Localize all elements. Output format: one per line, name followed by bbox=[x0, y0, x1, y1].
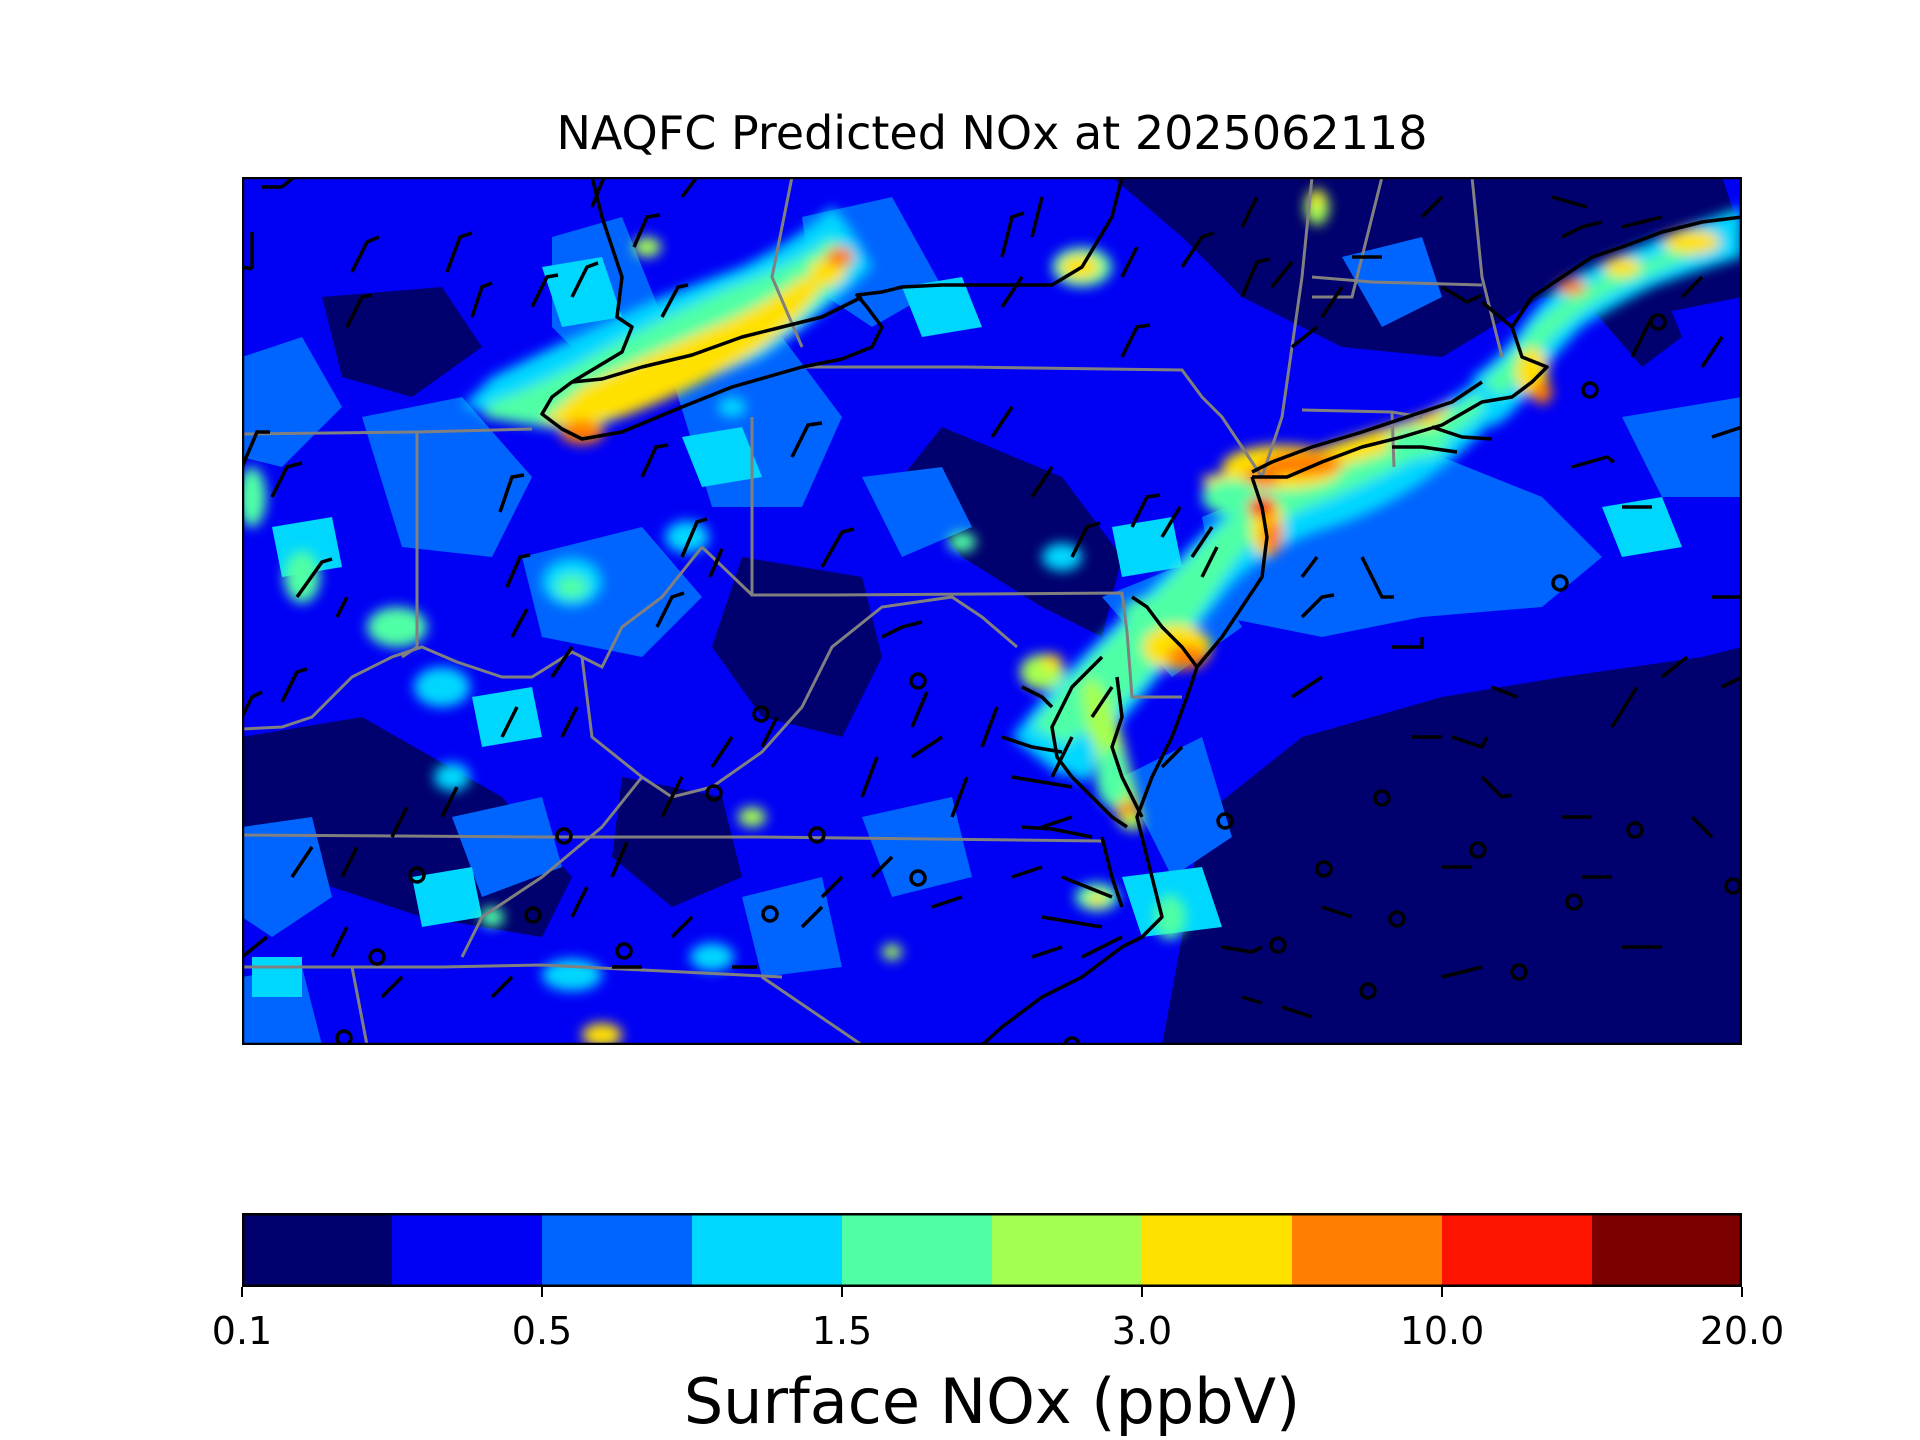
colorbar-tick-mark bbox=[1741, 1287, 1743, 1297]
map-panel bbox=[241, 176, 1743, 1046]
map-svg bbox=[241, 176, 1743, 1046]
colorbar-bin-2 bbox=[542, 1213, 693, 1287]
colorbar-bin-7 bbox=[1292, 1213, 1443, 1287]
calm-wind-circles bbox=[335, 313, 1742, 1045]
colorbar-tick-label: 0.5 bbox=[511, 1309, 573, 1353]
colorbar-label: Surface NOx (ppbV) bbox=[683, 1365, 1301, 1438]
colorbar-tick-mark bbox=[1141, 1287, 1143, 1297]
colorbar bbox=[242, 1213, 1743, 1287]
colorbar-svg bbox=[242, 1213, 1743, 1287]
colorbar-border bbox=[242, 1213, 1742, 1287]
colorbar-tick-mark bbox=[1441, 1287, 1443, 1297]
colorbar-bin-0 bbox=[242, 1213, 393, 1287]
colorbar-bin-6 bbox=[1142, 1213, 1293, 1287]
colorbar-bin-8 bbox=[1442, 1213, 1593, 1287]
colorbar-tick-label: 1.5 bbox=[811, 1309, 873, 1353]
colorbar-tick-mark bbox=[841, 1287, 843, 1297]
colorbar-tick-mark bbox=[241, 1287, 243, 1297]
colorbar-tick-label: 20.0 bbox=[1699, 1309, 1785, 1353]
colorbar-tick-mark bbox=[541, 1287, 543, 1297]
colorbar-bin-4 bbox=[842, 1213, 993, 1287]
colorbar-bin-3 bbox=[692, 1213, 843, 1287]
colorbar-tick-label: 10.0 bbox=[1399, 1309, 1485, 1353]
colorbar-tick-label: 0.1 bbox=[211, 1309, 273, 1353]
colorbar-bin-5 bbox=[992, 1213, 1143, 1287]
map-border bbox=[241, 176, 1743, 1046]
coastline bbox=[540, 177, 1742, 1045]
map-title: NAQFC Predicted NOx at 2025062118 bbox=[556, 106, 1428, 160]
wind-barbs bbox=[242, 177, 1742, 1019]
colorbar-bin-9 bbox=[1592, 1213, 1743, 1287]
colorbar-bin-1 bbox=[392, 1213, 543, 1287]
colorbar-tick-label: 3.0 bbox=[1111, 1309, 1173, 1353]
